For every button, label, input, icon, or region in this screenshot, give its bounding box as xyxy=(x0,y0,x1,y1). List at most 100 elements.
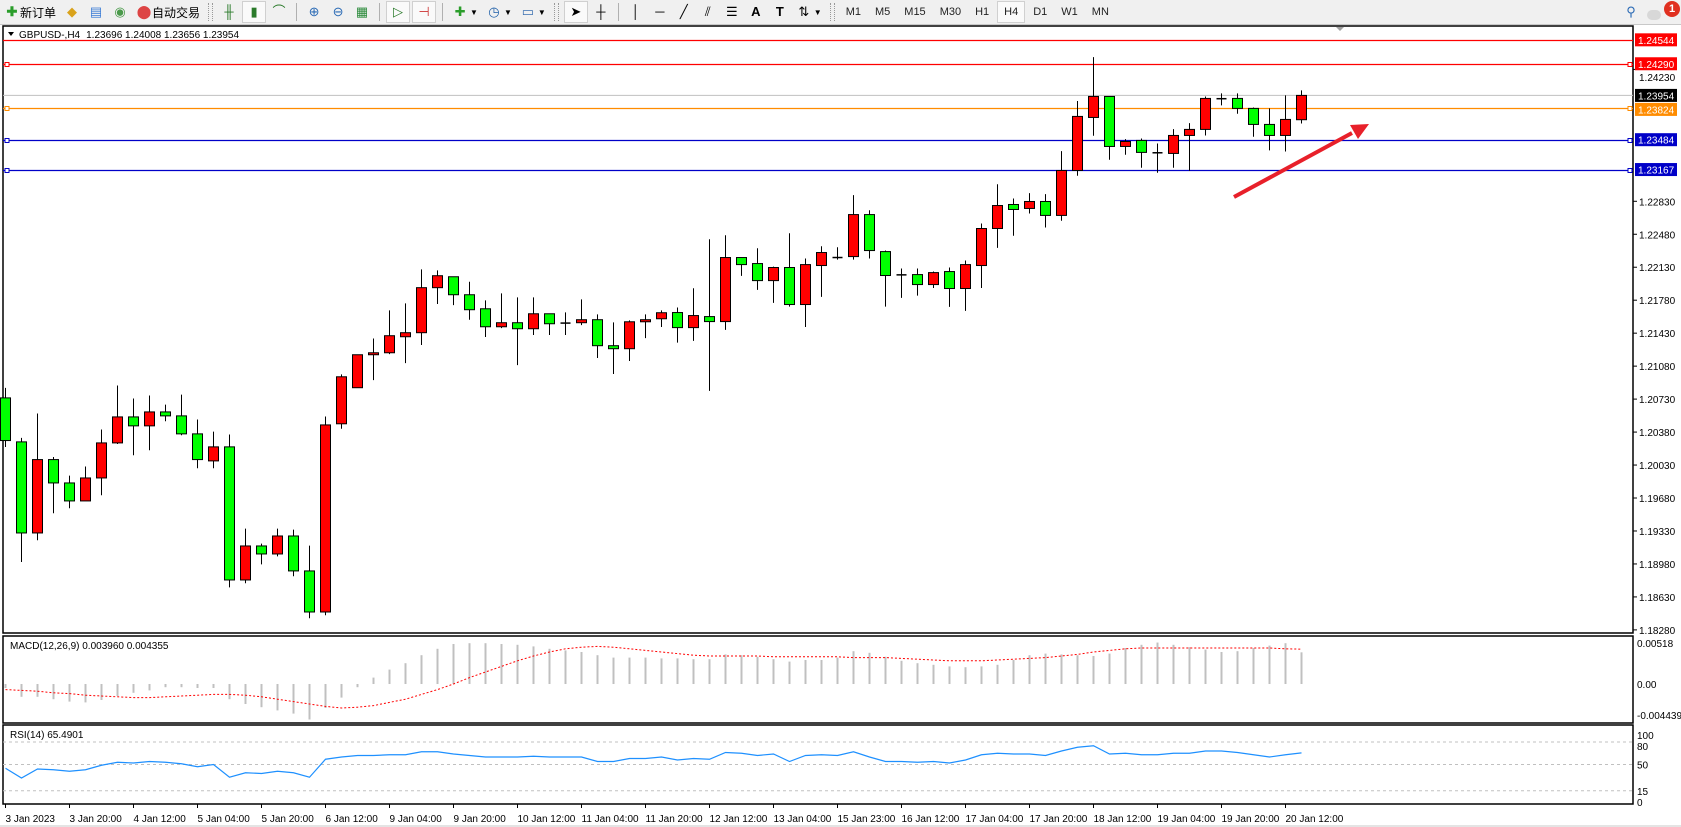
timeframe-d1[interactable]: D1 xyxy=(1033,6,1048,18)
main-panel-frame xyxy=(2,25,1634,634)
time-label: 13 Jan 04:00 xyxy=(774,814,832,825)
text-icon: A xyxy=(751,4,761,19)
vertical-line-button[interactable]: │ xyxy=(625,1,647,23)
candle xyxy=(304,545,315,619)
zoom-out-button[interactable]: ⊖ xyxy=(327,1,349,23)
fibonacci-button[interactable]: ☰ xyxy=(721,1,743,23)
chart-shift-button[interactable]: ⊣ xyxy=(412,1,437,23)
macd-panel[interactable]: 0.00518 0.00 -0.004439 xyxy=(2,635,1681,724)
signals-button[interactable]: ◉ xyxy=(109,1,131,23)
candle xyxy=(640,314,651,339)
timeframe-h1[interactable]: H1 xyxy=(975,6,990,18)
line-handle-left xyxy=(4,62,10,67)
candle xyxy=(448,276,459,306)
macd-signal-line xyxy=(5,645,1302,709)
time-label: 10 Jan 12:00 xyxy=(518,814,576,825)
crosshair-button[interactable]: ┼ xyxy=(590,1,612,23)
timeframe-m5[interactable]: M5 xyxy=(875,6,891,18)
candle-body xyxy=(512,322,523,330)
price-tick-label: 1.21780 xyxy=(1639,296,1676,307)
timeframe-m30[interactable]: M30 xyxy=(939,6,962,18)
candle-body xyxy=(720,257,731,323)
candle xyxy=(32,413,43,541)
chart-menu-triangle-icon[interactable] xyxy=(8,32,14,36)
line-handle-left xyxy=(4,106,10,111)
navigator-button[interactable]: ▤ xyxy=(85,1,107,23)
candle-body xyxy=(656,312,667,320)
toolbar-grip[interactable] xyxy=(553,3,559,21)
rsi-tick-label: 0 xyxy=(1637,798,1643,809)
notification-badge[interactable]: 1 xyxy=(1664,1,1680,17)
arrows-button[interactable]: ⇅ ▼ xyxy=(793,1,825,23)
candle xyxy=(144,395,155,451)
candle-body xyxy=(960,264,971,290)
metaeditor-button[interactable]: ◆ xyxy=(61,1,83,23)
bar-chart-button[interactable]: ╫ xyxy=(218,1,240,23)
trendline-button[interactable]: ╱ xyxy=(673,1,695,23)
line-chart-button[interactable]: ⌒ xyxy=(268,1,290,23)
auto-scroll-button[interactable]: ▷ xyxy=(386,1,411,23)
text-label-button[interactable]: T xyxy=(769,1,791,23)
time-label: 3 Jan 2023 xyxy=(6,814,56,825)
text-button[interactable]: A xyxy=(745,1,767,23)
candle-body xyxy=(928,272,939,286)
search-button[interactable]: ⚲ xyxy=(1620,1,1642,23)
price-tick-label: 1.21430 xyxy=(1639,329,1676,340)
timeframe-m1[interactable]: M1 xyxy=(845,6,861,18)
candle-body xyxy=(288,535,299,572)
candle xyxy=(864,210,875,259)
cursor-icon: ➤ xyxy=(570,4,582,19)
candle xyxy=(960,260,971,311)
chart-shift-marker[interactable] xyxy=(1336,27,1344,31)
zoom-in-button[interactable]: ⊕ xyxy=(303,1,325,23)
notifications-button[interactable] xyxy=(1644,1,1680,23)
candle xyxy=(1088,57,1099,136)
candle-body xyxy=(944,271,955,290)
candle xyxy=(1152,143,1163,173)
candle-body xyxy=(768,267,779,282)
candle-body xyxy=(1184,128,1195,136)
candle-body xyxy=(752,263,763,282)
candle-body xyxy=(848,214,859,258)
horizontal-line-button[interactable]: ─ xyxy=(649,1,671,23)
notifications-icon xyxy=(1647,10,1661,20)
candle-body xyxy=(1248,107,1259,125)
candle-body xyxy=(208,446,219,462)
timeframe-mn[interactable]: MN xyxy=(1091,6,1109,18)
candlestick-button[interactable]: ▮ xyxy=(242,1,267,23)
time-label: 9 Jan 04:00 xyxy=(390,814,443,825)
toolbar-grip[interactable] xyxy=(208,3,214,21)
cursor-button[interactable]: ➤ xyxy=(563,1,588,23)
candle xyxy=(560,312,571,336)
candle-body xyxy=(1104,95,1115,147)
separator xyxy=(379,3,381,21)
timeframe-w1[interactable]: W1 xyxy=(1061,6,1078,18)
time-label: 15 Jan 23:00 xyxy=(838,814,896,825)
candle xyxy=(736,257,747,276)
periods-button[interactable]: ◷ ▼ xyxy=(483,1,515,23)
equidistant-channel-button[interactable]: ⫽ xyxy=(697,1,719,23)
line-handle-right xyxy=(1627,106,1633,111)
templates-button[interactable]: ▭ ▼ xyxy=(517,1,549,23)
indicators-button[interactable]: ✚ ▼ xyxy=(449,1,481,23)
candle-body xyxy=(1168,134,1179,154)
new-order-button[interactable]: ✚ 新订单 xyxy=(1,1,59,23)
main-price-panel[interactable]: 1.24230 1.22830 1.22480 1.22130 1.21780 1.214… xyxy=(0,25,1678,637)
candle-body xyxy=(592,319,603,347)
price-tick-label: 1.22480 xyxy=(1639,230,1676,241)
timeframe-h4[interactable]: H4 xyxy=(997,1,1026,23)
timeframe-m15[interactable]: M15 xyxy=(904,6,926,18)
candle xyxy=(224,434,235,588)
trend-arrow[interactable] xyxy=(1233,124,1369,199)
price-label-box xyxy=(1635,33,1677,47)
rsi-tick-label: 50 xyxy=(1637,761,1649,772)
time-label: 5 Jan 20:00 xyxy=(262,814,315,825)
toolbar-grip[interactable] xyxy=(829,3,835,21)
tile-windows-button[interactable]: ▦ xyxy=(351,1,373,23)
auto-trading-button[interactable]: ⬤ 自动交易 xyxy=(133,1,203,23)
price-tick-label: 1.20030 xyxy=(1639,461,1676,472)
rsi-line xyxy=(5,745,1302,779)
candle xyxy=(64,475,75,509)
